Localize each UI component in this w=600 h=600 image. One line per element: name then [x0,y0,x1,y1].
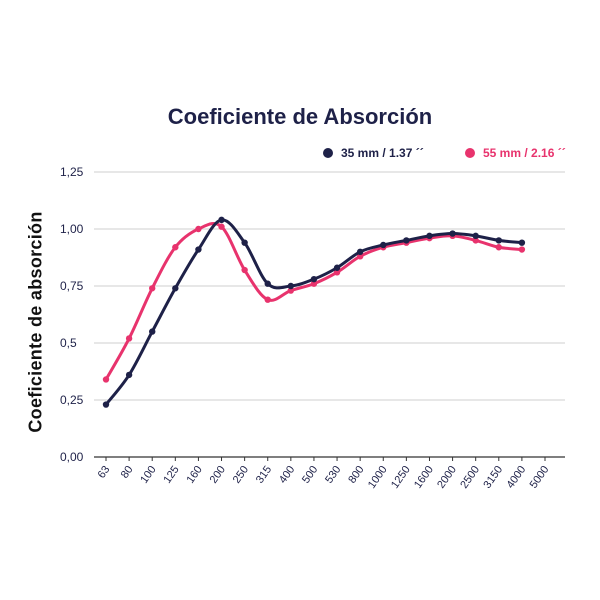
x-tick-label: 315 [254,464,274,486]
y-tick-label: 0,25 [60,393,84,407]
data-point-series1-530 [333,269,341,276]
chart-title: Coeficiente de Absorción [167,104,433,129]
x-tick-label: 800 [346,464,366,486]
x-tick-label: 250 [231,464,251,486]
legend-marker-35mm [323,148,333,158]
data-point-series0-400 [287,282,295,290]
x-tick-label: 100 [138,464,158,486]
y-tick-label: 0,5 [60,336,77,350]
data-point-series0-2500 [472,232,479,240]
data-point-series1-250 [241,266,248,274]
data-point-series1-400 [287,287,295,294]
data-point-series0-4000 [518,239,526,246]
x-tick-label: 63 [96,464,113,481]
x-tick-label: 1250 [389,464,413,491]
data-point-series1-500 [310,280,318,287]
data-point-series0-500 [310,275,318,283]
data-point-series0-250 [241,239,248,246]
data-point-series0-530 [333,264,341,271]
x-tick-label: 1000 [366,464,390,491]
x-tick-label: 3150 [481,464,505,491]
data-point-series0-80 [125,371,133,379]
data-point-series0-800 [356,248,364,255]
y-tick-label: 0,00 [60,450,84,464]
data-point-series1-160 [195,225,202,233]
x-tick-label: 2000 [435,464,459,491]
data-point-series1-63 [102,376,110,383]
data-point-series0-1000 [380,241,387,249]
y-tick-label: 1,00 [60,222,84,236]
x-tick-label: 125 [161,464,181,486]
x-tick-label: 80 [119,464,136,481]
data-point-series0-63 [102,401,110,408]
data-point-series1-315 [264,296,271,303]
x-tick-label: 400 [277,464,297,486]
data-point-series1-3150 [495,244,502,251]
data-point-series1-2500 [472,237,479,244]
legend-item-55mm: 55 mm / 2.16 ´´ [465,146,566,160]
series-line-0 [104,218,524,407]
legend-label-55mm: 55 mm / 2.16 ´´ [483,146,566,160]
data-point-series0-2000 [449,230,456,237]
data-point-series0-160 [195,246,202,253]
data-point-series1-80 [125,335,133,342]
y-tick-label: 0,75 [60,279,84,293]
data-point-series0-3150 [495,237,502,244]
y-tick-label: 1,25 [60,165,84,179]
x-tick-label: 1600 [412,464,436,491]
data-point-series1-200 [218,223,225,230]
data-point-series1-100 [149,285,156,292]
legend-marker-55mm [465,148,475,158]
data-point-series0-100 [149,328,156,335]
data-point-series0-1250 [403,237,410,244]
data-point-series0-200 [218,216,225,224]
x-tick-label: 2500 [458,464,482,491]
x-tick-label: 160 [185,464,205,486]
data-point-series0-125 [172,285,179,292]
legend-label-35mm: 35 mm / 1.37 ´´ [341,146,424,160]
data-point-series1-800 [356,253,364,260]
x-tick-label: 5000 [528,464,552,491]
data-point-series0-1600 [426,232,433,240]
legend-item-35mm: 35 mm / 1.37 ´´ [323,146,424,160]
x-tick-label: 200 [208,464,228,486]
x-tick-label: 530 [323,464,343,486]
x-tick-label: 500 [300,464,320,486]
data-point-series0-315 [264,280,271,287]
legend: 35 mm / 1.37 ´´ 55 mm / 2.16 ´´ [0,146,600,164]
data-point-series1-4000 [518,246,526,253]
x-tick-label: 4000 [504,464,528,491]
data-point-series1-125 [172,244,179,251]
